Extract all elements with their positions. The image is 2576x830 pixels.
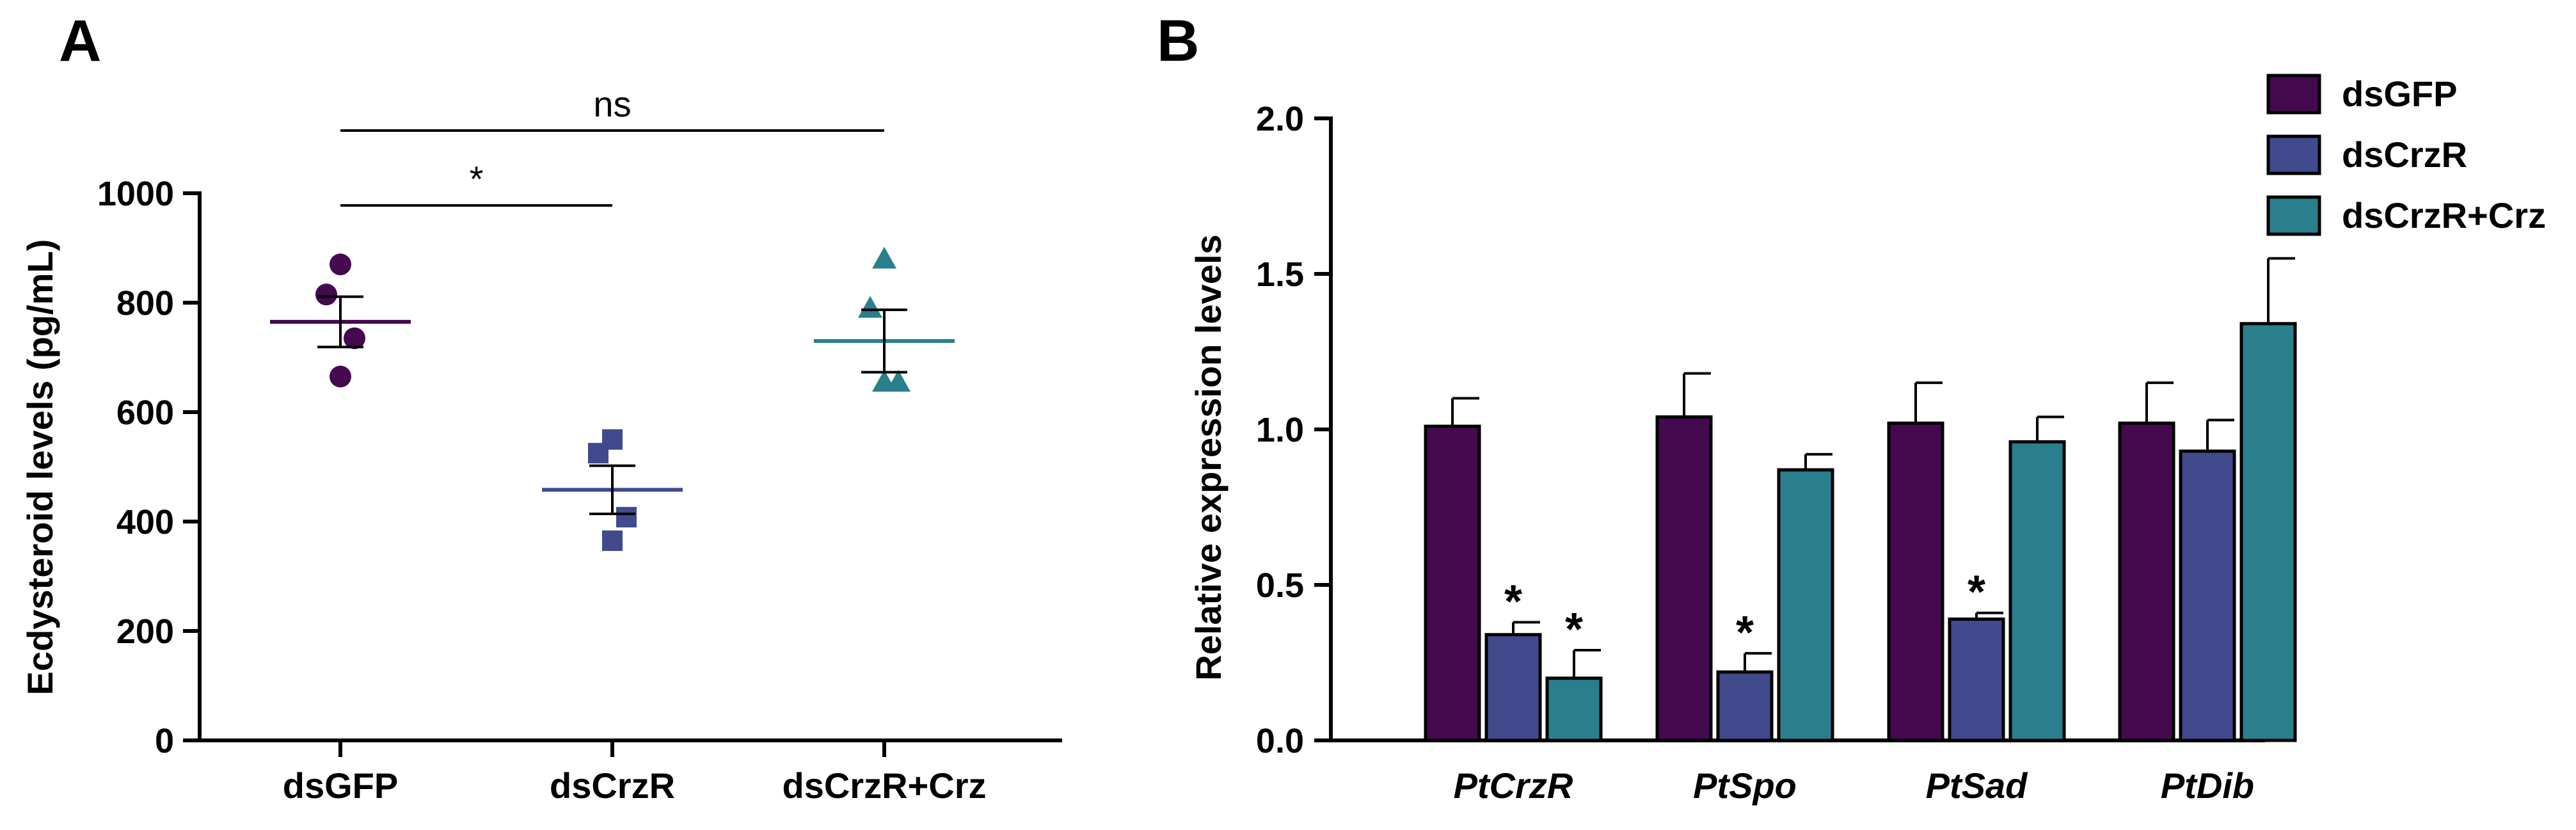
panel-b-bar-dsCrzR-PtCrzR xyxy=(1484,633,1542,742)
panel-a-comparison-label: * xyxy=(470,159,484,199)
panel-b-bar-dsCrzR+Crz-PtSpo xyxy=(1777,468,1834,742)
panel-b-bar-dsGFP-PtSad xyxy=(1887,421,1944,742)
panel-b-bar-dsGFP-PtSpo xyxy=(1655,415,1713,742)
panel-a-y-tick-label: 1000 xyxy=(97,175,174,213)
panel-a-point-dsGFP xyxy=(315,283,337,306)
panel-b-legend-label: dsCrzR xyxy=(2342,134,2467,175)
panel-a-point-dsGFP xyxy=(330,253,351,276)
panel-b-bar-dsCrzR-PtDib xyxy=(2179,449,2236,742)
panel-a-point-dsGFP xyxy=(344,327,365,349)
panel-a-x-tick-label: dsCrzR xyxy=(550,765,675,806)
panel-letter-a: A xyxy=(59,8,101,74)
panel-a-point-dsCrzR xyxy=(588,443,608,464)
panel-b-chart: 0.0 0.5 1.0 1.5 2.0 * * * * PtCrzR PtSpo PtSad PtD… xyxy=(1188,74,2546,806)
panel-b-bar-dsCrzR-PtSad xyxy=(1948,617,2005,742)
panel-b-y-tick-label: 0.5 xyxy=(1256,566,1304,605)
panel-a-point-dsCrzR+Crz xyxy=(872,246,896,269)
panel-a-y-tick-label: 200 xyxy=(116,612,174,651)
panel-a-comparison-label: ns xyxy=(593,84,631,124)
panel-a-point-dsCrzR xyxy=(602,530,623,551)
panel-a-point-dsCrzR xyxy=(616,507,637,528)
panel-b-y-tick-label: 1.5 xyxy=(1256,255,1304,294)
panel-b-x-tick-label: PtDib xyxy=(2161,765,2254,806)
panel-b-y-axis-title: Relative expression levels xyxy=(1188,234,1228,680)
panel-b-legend-label: dsCrzR+Crz xyxy=(2342,195,2546,235)
panel-letter-b: B xyxy=(1157,8,1199,74)
panel-b-y-tick-label: 0.0 xyxy=(1256,722,1304,760)
panel-b-bar-dsCrzR-PtSpo xyxy=(1716,670,1774,742)
panel-b-legend-label: dsGFP xyxy=(2342,74,2457,114)
panel-a-y-tick-label: 800 xyxy=(116,284,174,323)
panel-b-y-tick-label: 1.0 xyxy=(1256,411,1304,449)
panel-a-y-tick-label: 400 xyxy=(116,503,174,541)
panel-b-bar-dsCrzR+Crz-PtSad xyxy=(2008,440,2066,742)
panel-b-x-tick-label: PtSpo xyxy=(1693,765,1797,806)
panel-b-legend-swatch xyxy=(2266,74,2321,115)
panel-a-point-dsCrzR+Crz xyxy=(858,296,882,318)
panel-b-significance-star: * xyxy=(1565,604,1583,655)
panel-a-y-axis-title: Ecdysteroid levels (pg/mL) xyxy=(20,239,60,696)
panel-b-significance-star: * xyxy=(1736,607,1754,658)
panel-b-y-tick-label: 2.0 xyxy=(1256,100,1304,138)
panel-b-significance-star: * xyxy=(1504,576,1522,627)
panel-b-legend-swatch xyxy=(2266,195,2321,236)
panel-a-y-tick-label: 0 xyxy=(155,722,174,760)
panel-b-x-tick-label: PtSad xyxy=(1926,765,2028,806)
panel-b-bar-dsCrzR+Crz-PtDib xyxy=(2239,322,2297,742)
panel-a-x-tick-label: dsCrzR+Crz xyxy=(783,765,987,806)
panel-b-bar-dsCrzR+Crz-PtCrzR xyxy=(1545,676,1603,742)
panel-b-bar-dsGFP-PtCrzR xyxy=(1424,424,1481,742)
panel-b-significance-star: * xyxy=(1968,567,1985,618)
panel-a-x-tick-label: dsGFP xyxy=(283,765,398,806)
panel-a-y-tick-label: 600 xyxy=(116,394,174,432)
panel-a-point-dsGFP xyxy=(330,365,351,388)
panel-b-legend-swatch xyxy=(2266,134,2321,175)
panel-b-x-tick-label: PtCrzR xyxy=(1454,765,1573,806)
panel-a-point-dsCrzR+Crz xyxy=(872,369,896,392)
panel-b-bar-dsGFP-PtDib xyxy=(2118,421,2175,742)
